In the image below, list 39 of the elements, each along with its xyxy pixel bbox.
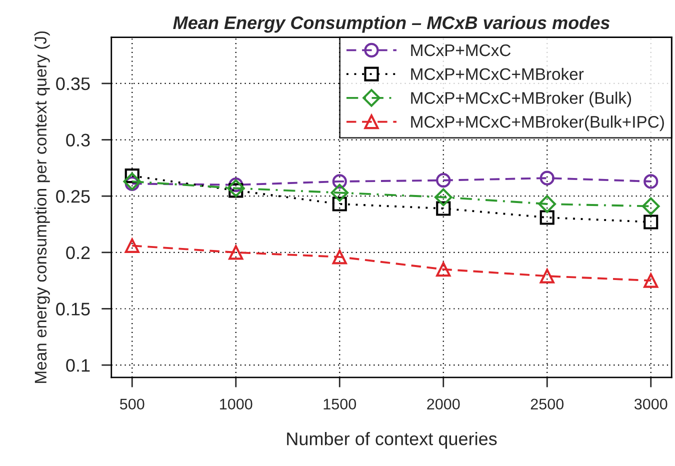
point (538, 195, 556, 213)
y-tick-label: 0.35 (56, 77, 90, 90)
point (436, 201, 451, 216)
x-tick-label: 2500 (530, 398, 564, 410)
point (540, 170, 554, 186)
point (436, 173, 451, 188)
y-axis-title: Mean energy consumption per context query (J) (34, 31, 50, 383)
point (124, 238, 140, 253)
point (434, 188, 452, 206)
point (644, 214, 658, 230)
point (123, 172, 142, 190)
y-tick-label: 0.2 (66, 246, 90, 260)
point (644, 174, 658, 189)
y-tick-label: 0.25 (56, 190, 90, 203)
point (540, 210, 554, 225)
point (436, 262, 451, 277)
legend-label: MCxP+MCxC (411, 44, 511, 56)
point (330, 184, 349, 202)
y-tick-label: 0.1 (66, 359, 90, 372)
x-tick-label: 500 (120, 398, 144, 410)
point (642, 197, 660, 216)
point (332, 196, 347, 212)
x-tick-label: 3000 (634, 398, 668, 410)
point (332, 250, 347, 264)
point (644, 273, 658, 288)
legend-label: MCxP+MCxC+MBroker(Bulk+IPC) (411, 116, 664, 132)
x-axis-title: Number of context queries (287, 432, 497, 449)
x-tick-label: 1500 (324, 398, 356, 410)
chart-title: Mean Energy Consumption – MCxB various modes (173, 16, 610, 33)
x-tick-label: 2000 (427, 398, 460, 410)
point (226, 179, 245, 198)
point (228, 245, 244, 260)
point (332, 174, 347, 189)
y-tick-label: 0.15 (56, 302, 90, 316)
y-tick-label: 0.3 (66, 134, 90, 147)
x-tick-label: 1000 (220, 398, 252, 410)
legend-label: MCxP+MCxC+MBroker (Bulk) (411, 92, 632, 108)
point (540, 268, 554, 284)
legend-label: MCxP+MCxC+MBroker (411, 68, 584, 80)
